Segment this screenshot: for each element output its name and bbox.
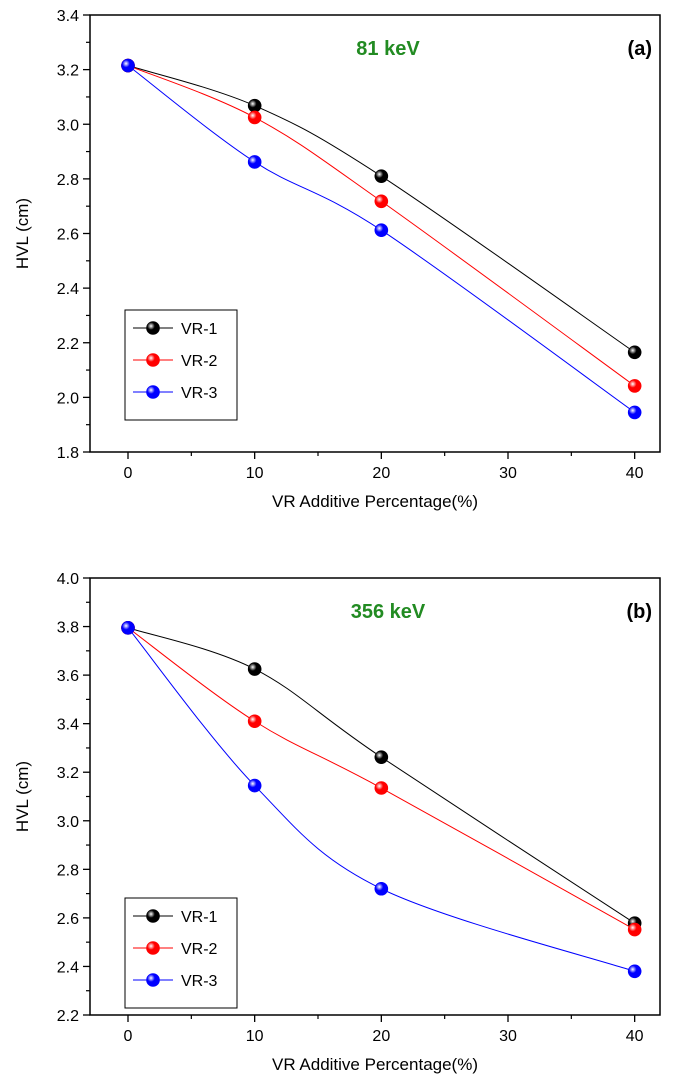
x-tick-label: 0 bbox=[124, 1028, 133, 1045]
series-line-vr-1 bbox=[127, 65, 635, 353]
y-tick-label: 3.0 bbox=[57, 117, 79, 134]
data-point-vr-2 bbox=[247, 110, 262, 125]
legend-label-vr-3: VR-3 bbox=[181, 385, 218, 402]
chart-panel-b: 0 10 20 30 40 2.2 2.4 2.6 2.8 3.0 3.2 3.4 3.6 3.8 4.0 V… bbox=[13, 571, 661, 1074]
y-tick-label: 2.0 bbox=[57, 390, 79, 407]
data-point-vr-3 bbox=[627, 405, 642, 420]
legend-marker-vr-1 bbox=[146, 909, 160, 923]
series-line-vr-2 bbox=[127, 627, 635, 930]
legend-marker-vr-3 bbox=[146, 385, 160, 399]
x-tick-label: 40 bbox=[626, 1028, 644, 1045]
legend-label-vr-1: VR-1 bbox=[181, 909, 218, 926]
data-point-vr-1 bbox=[374, 750, 389, 764]
y-tick-label: 4.0 bbox=[57, 571, 79, 588]
series-line-vr-3 bbox=[127, 65, 635, 413]
x-tick-label: 20 bbox=[372, 465, 390, 482]
legend-label-vr-2: VR-2 bbox=[181, 941, 218, 958]
legend: VR-1 VR-2 VR-3 bbox=[124, 309, 238, 421]
y-tick-label: 3.4 bbox=[57, 8, 79, 25]
legend-label-vr-1: VR-1 bbox=[181, 321, 218, 338]
data-point-vr-3 bbox=[627, 964, 642, 979]
series-line-vr-2 bbox=[127, 65, 635, 387]
data-point-vr-1 bbox=[247, 98, 262, 113]
data-point-vr-2 bbox=[627, 922, 642, 937]
legend-label-vr-3: VR-3 bbox=[181, 973, 218, 990]
x-tick-label: 0 bbox=[124, 465, 133, 482]
y-tick-label: 3.2 bbox=[57, 765, 79, 782]
y-tick-label: 2.8 bbox=[57, 862, 79, 879]
data-point-vr-3 bbox=[121, 58, 135, 73]
y-tick-label: 1.8 bbox=[57, 445, 79, 462]
y-tick-label: 3.2 bbox=[57, 63, 79, 80]
x-tick-label: 10 bbox=[246, 1028, 264, 1045]
data-point-vr-3 bbox=[121, 620, 135, 635]
y-tick-label: 3.6 bbox=[57, 668, 79, 685]
data-point-vr-2 bbox=[627, 379, 642, 393]
legend: VR-1 VR-2 VR-3 bbox=[124, 897, 238, 1009]
panel-label: (b) bbox=[626, 601, 652, 623]
series-line-vr-1 bbox=[127, 627, 635, 924]
y-axis-label: HVL (cm) bbox=[13, 198, 32, 269]
y-tick-label: 2.8 bbox=[57, 172, 79, 189]
x-tick-label: 10 bbox=[246, 465, 264, 482]
y-tick-label: 3.4 bbox=[57, 717, 79, 734]
x-tick-label: 40 bbox=[626, 465, 644, 482]
y-tick-label: 2.4 bbox=[57, 281, 79, 298]
y-tick-label: 3.0 bbox=[57, 814, 79, 831]
data-point-vr-1 bbox=[374, 169, 389, 183]
legend-marker-vr-1 bbox=[146, 321, 160, 335]
data-point-vr-3 bbox=[247, 778, 262, 793]
panel-label: (a) bbox=[628, 38, 652, 60]
x-axis-label: VR Additive Percentage(%) bbox=[272, 1055, 478, 1074]
chart-panel-a: 0 10 20 30 40 1.8 2.0 2.2 2.4 2.6 2.8 3.0 3.2 3.4 VR A… bbox=[13, 8, 661, 511]
data-point-vr-2 bbox=[247, 714, 262, 729]
data-point-vr-1 bbox=[247, 662, 262, 676]
data-point-vr-2 bbox=[374, 194, 389, 209]
data-point-vr-3 bbox=[247, 155, 262, 169]
legend-marker-vr-3 bbox=[146, 973, 160, 987]
y-tick-label: 2.6 bbox=[57, 911, 79, 928]
x-tick-label: 30 bbox=[499, 1028, 517, 1045]
energy-annotation: 356 keV bbox=[351, 601, 426, 623]
data-point-vr-3 bbox=[374, 881, 389, 896]
legend-marker-vr-2 bbox=[146, 941, 160, 955]
series-line-vr-3 bbox=[127, 627, 635, 972]
x-tick-label: 20 bbox=[372, 1028, 390, 1045]
y-axis-label: HVL (cm) bbox=[13, 761, 32, 832]
x-tick-label: 30 bbox=[499, 465, 517, 482]
y-tick-label: 2.2 bbox=[57, 336, 79, 353]
y-tick-label: 2.6 bbox=[57, 227, 79, 244]
y-tick-label: 2.2 bbox=[57, 1008, 79, 1025]
data-point-vr-3 bbox=[374, 223, 389, 238]
data-point-vr-1 bbox=[627, 345, 642, 360]
legend-marker-vr-2 bbox=[146, 353, 160, 367]
legend-label-vr-2: VR-2 bbox=[181, 353, 218, 370]
data-point-vr-2 bbox=[374, 781, 389, 795]
energy-annotation: 81 keV bbox=[356, 38, 420, 60]
x-axis-label: VR Additive Percentage(%) bbox=[272, 492, 478, 511]
y-tick-label: 3.8 bbox=[57, 620, 79, 637]
y-tick-label: 2.4 bbox=[57, 959, 79, 976]
